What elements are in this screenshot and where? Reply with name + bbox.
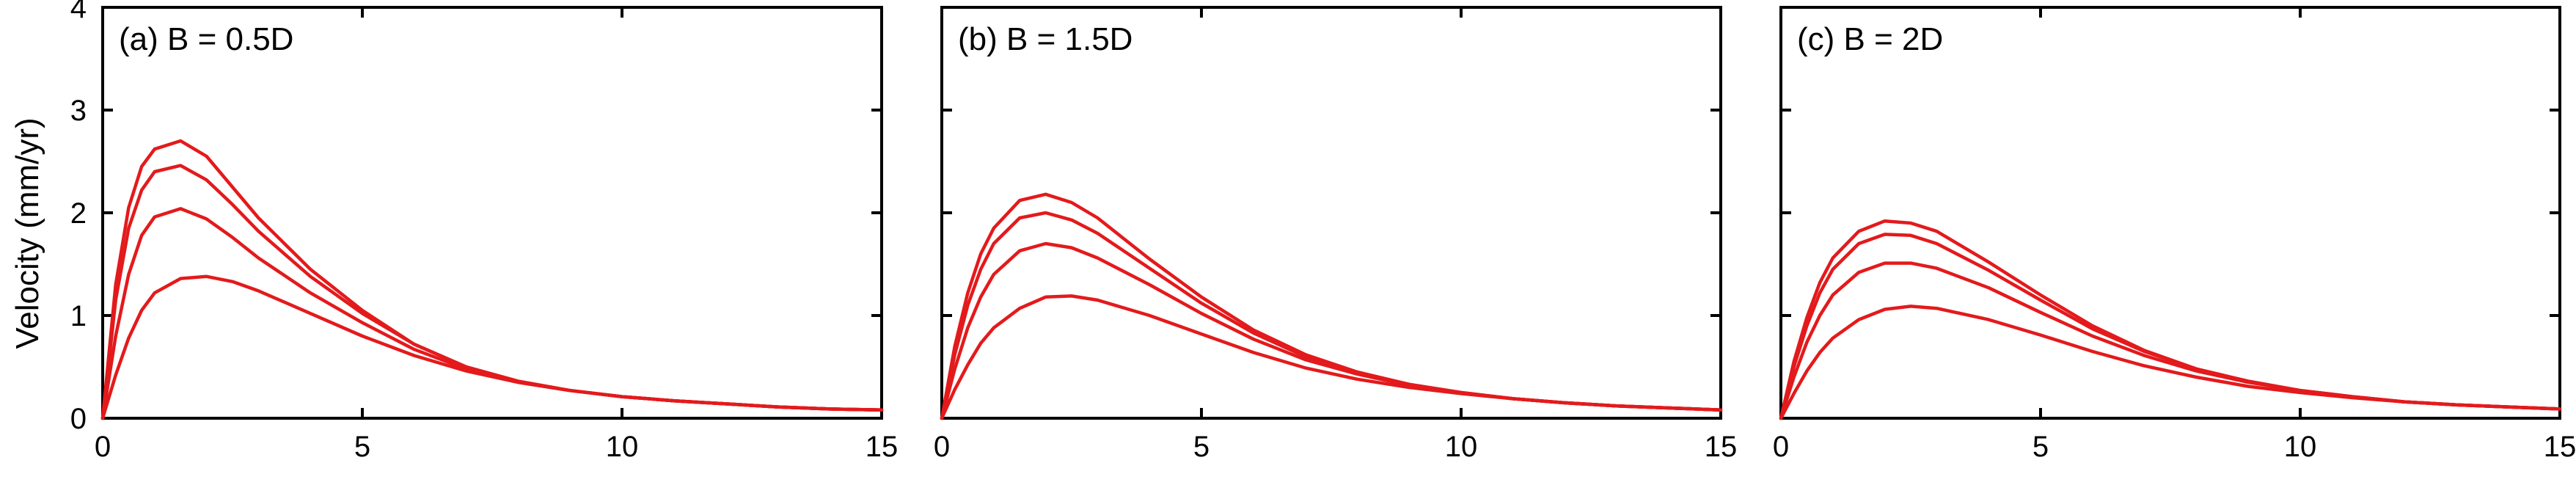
x-tick-label: 5 (354, 431, 370, 463)
plot-frame (101, 6, 883, 420)
plot-frame (940, 6, 1722, 420)
panel-1: 0 5 10 15 0 1 2 3 4 (a) B = 0.5D (70, 0, 899, 463)
x-tick-label: 10 (2284, 431, 2317, 463)
series-line-4 (100, 274, 884, 420)
y-tick-label: 3 (70, 95, 87, 127)
x-tick-label: 10 (606, 431, 639, 463)
series-line-2 (940, 211, 1723, 420)
series-line-4 (940, 294, 1723, 420)
panel-2: 0 5 10 15 (b) B = 1.5D (934, 6, 1738, 463)
x-tick-label: 0 (95, 431, 111, 463)
y-axis-label: Velocity (mm/yr) (10, 117, 45, 349)
panel-title: (a) B = 0.5D (119, 21, 293, 57)
x-tick-label: 5 (1193, 431, 1210, 463)
series-line-1 (940, 192, 1723, 420)
x-tick-label: 15 (2544, 431, 2576, 463)
x-tick-label: 15 (1705, 431, 1738, 463)
panel-3: 0 5 10 15 (c) B = 2D (1773, 6, 2576, 463)
y-tick-label: 4 (70, 0, 87, 24)
y-tick-label: 0 (70, 403, 87, 435)
panel-title: (b) B = 1.5D (958, 21, 1133, 57)
y-tick-label: 2 (70, 197, 87, 230)
x-tick-label: 10 (1445, 431, 1478, 463)
series-line-1 (1779, 219, 2562, 420)
series-line-3 (940, 241, 1723, 420)
x-tick-label: 15 (866, 431, 899, 463)
series-line-2 (100, 164, 884, 420)
series-line-3 (1779, 261, 2562, 420)
series-line-4 (1779, 305, 2562, 420)
plot-frame (1779, 6, 2561, 420)
panel-title: (c) B = 2D (1797, 21, 1943, 57)
y-tick-label: 1 (70, 300, 87, 332)
series-line-3 (100, 207, 884, 420)
x-tick-label: 0 (934, 431, 950, 463)
x-tick-label: 5 (2032, 431, 2049, 463)
x-tick-label: 0 (1773, 431, 1789, 463)
